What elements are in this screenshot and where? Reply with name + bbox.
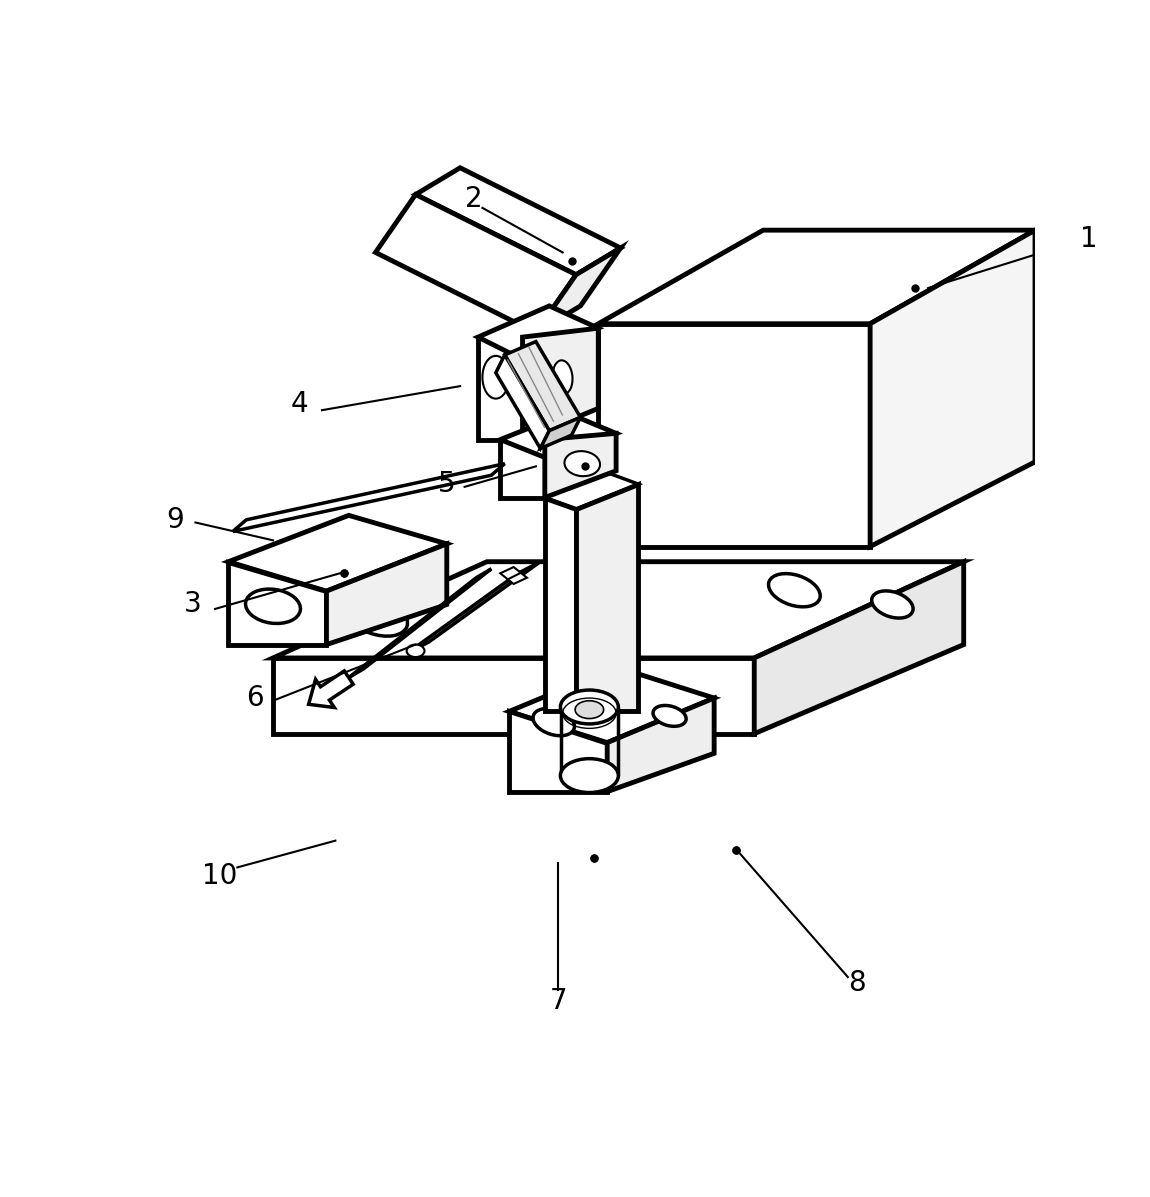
- Polygon shape: [348, 569, 491, 678]
- Text: 9: 9: [166, 506, 184, 534]
- Ellipse shape: [407, 645, 424, 657]
- Polygon shape: [407, 561, 540, 654]
- Polygon shape: [229, 561, 327, 645]
- Polygon shape: [478, 306, 598, 359]
- Polygon shape: [500, 567, 527, 584]
- Polygon shape: [545, 433, 616, 498]
- Polygon shape: [229, 516, 447, 591]
- Polygon shape: [598, 323, 871, 547]
- Polygon shape: [509, 667, 714, 742]
- Ellipse shape: [344, 594, 407, 636]
- Ellipse shape: [653, 705, 687, 727]
- Ellipse shape: [612, 692, 647, 713]
- Polygon shape: [273, 658, 754, 734]
- Polygon shape: [478, 338, 522, 439]
- Text: 10: 10: [201, 862, 237, 891]
- Polygon shape: [607, 698, 714, 791]
- Polygon shape: [509, 711, 607, 791]
- Polygon shape: [522, 328, 598, 439]
- Polygon shape: [375, 194, 576, 333]
- Polygon shape: [545, 498, 576, 711]
- Polygon shape: [871, 230, 1035, 547]
- Polygon shape: [327, 543, 447, 645]
- Polygon shape: [536, 248, 621, 333]
- Ellipse shape: [575, 700, 604, 718]
- Ellipse shape: [553, 360, 573, 394]
- Polygon shape: [505, 341, 581, 431]
- Polygon shape: [500, 439, 545, 498]
- Text: 8: 8: [848, 970, 866, 997]
- Text: 2: 2: [465, 186, 482, 213]
- Text: 5: 5: [438, 470, 455, 498]
- Polygon shape: [232, 463, 505, 531]
- Polygon shape: [496, 356, 550, 449]
- Text: 4: 4: [291, 390, 308, 418]
- Polygon shape: [754, 561, 964, 734]
- Ellipse shape: [768, 573, 820, 607]
- Polygon shape: [540, 418, 581, 449]
- Ellipse shape: [872, 591, 913, 618]
- Polygon shape: [500, 413, 616, 457]
- Text: 7: 7: [550, 988, 567, 1015]
- Polygon shape: [598, 230, 1035, 323]
- Ellipse shape: [532, 709, 575, 736]
- Text: 1: 1: [1080, 225, 1097, 253]
- Ellipse shape: [483, 356, 509, 399]
- Ellipse shape: [683, 707, 710, 724]
- Polygon shape: [415, 168, 621, 275]
- Ellipse shape: [245, 589, 300, 624]
- Ellipse shape: [560, 759, 619, 792]
- Ellipse shape: [565, 451, 600, 476]
- FancyArrow shape: [308, 670, 353, 707]
- Text: 6: 6: [246, 683, 264, 712]
- Ellipse shape: [554, 403, 570, 431]
- Text: 3: 3: [184, 590, 201, 619]
- Polygon shape: [576, 484, 638, 711]
- Polygon shape: [545, 473, 638, 509]
- Ellipse shape: [560, 689, 619, 724]
- Polygon shape: [273, 561, 964, 658]
